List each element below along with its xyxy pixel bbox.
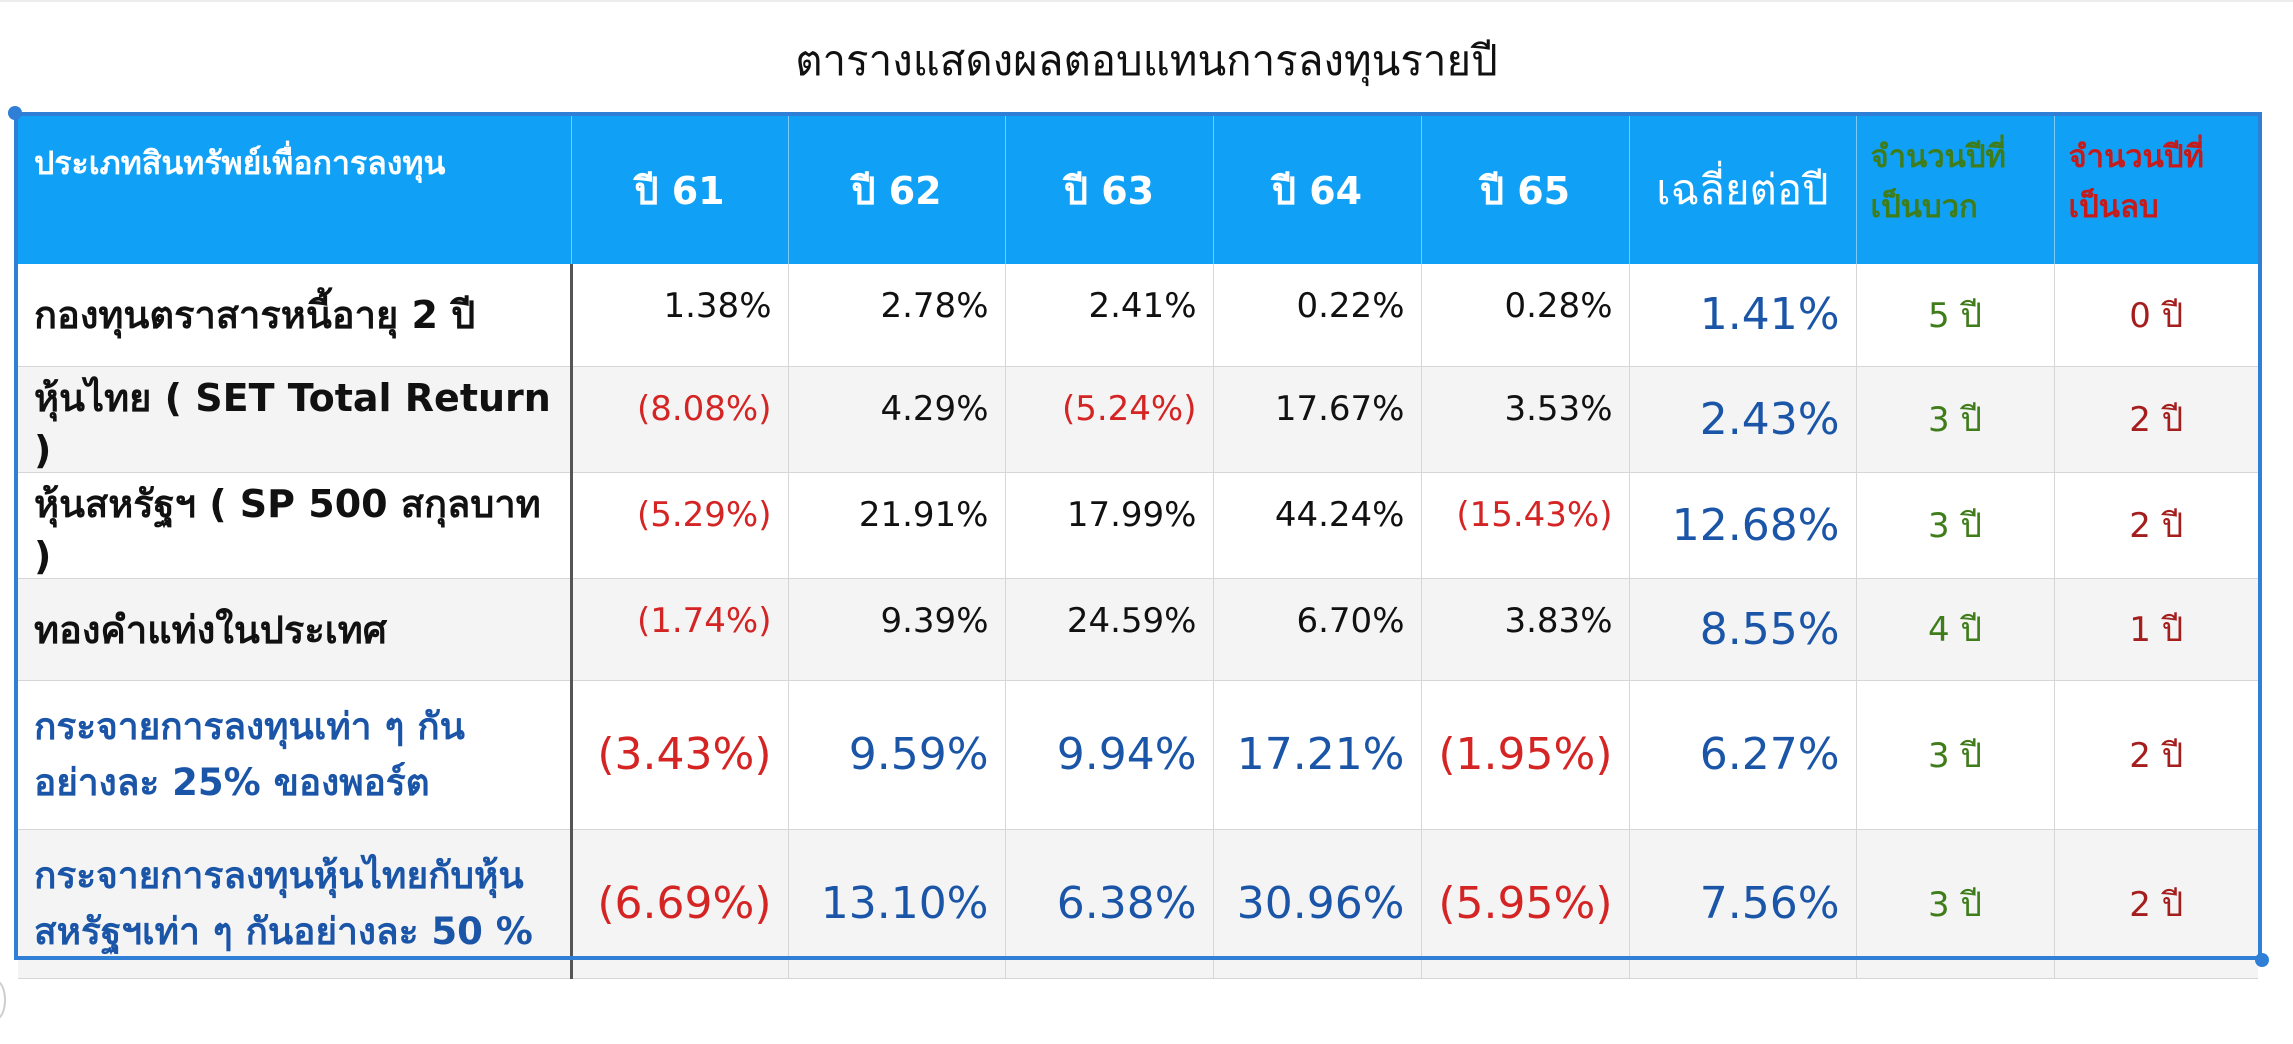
- year-return-cell: 30.96%: [1213, 829, 1422, 979]
- header-year-63: ปี 63: [1005, 116, 1214, 264]
- year-return-cell: (5.24%): [1005, 366, 1214, 473]
- header-negative-years-line2: เป็นลบ: [2068, 189, 2159, 225]
- average-return-cell: 8.55%: [1629, 578, 1857, 681]
- year-return-cell: 44.24%: [1213, 472, 1422, 579]
- positive-years-cell: 3 ปี: [1856, 366, 2055, 473]
- table-row: กระจายการลงทุนหุ้นไทยกับหุ้นสหรัฐฯเท่า ๆ…: [18, 829, 2258, 979]
- table-row: กระจายการลงทุนเท่า ๆ กันอย่างละ 25% ของพ…: [18, 680, 2258, 830]
- table-row: หุ้นไทย ( SET Total Return ) (8.08%) 4.29%…: [18, 366, 2258, 473]
- year-return-cell: (5.29%): [571, 472, 789, 579]
- year-return-cell: 2.41%: [1005, 264, 1214, 367]
- year-return-cell: (15.43%): [1421, 472, 1630, 579]
- year-return-cell: (1.74%): [571, 578, 789, 681]
- negative-years-cell: 1 ปี: [2054, 578, 2258, 681]
- year-return-cell: 9.39%: [788, 578, 1006, 681]
- asset-name-line: สหรัฐฯเท่า ๆ กันอย่างละ 50 %: [34, 909, 533, 953]
- negative-years-cell: 2 ปี: [2054, 366, 2258, 473]
- header-positive-years-line1: จำนวนปีที่: [1870, 139, 2006, 175]
- resize-handle-top-left[interactable]: [8, 106, 22, 120]
- header-year-65: ปี 65: [1421, 116, 1630, 264]
- average-return-cell: 7.56%: [1629, 829, 1857, 979]
- year-return-cell: 17.21%: [1213, 680, 1422, 830]
- negative-years-cell: 0 ปี: [2054, 264, 2258, 367]
- year-return-cell: 3.53%: [1421, 366, 1630, 473]
- negative-years-cell: 2 ปี: [2054, 829, 2258, 979]
- selection-frame: [14, 112, 2262, 960]
- year-return-cell: 17.67%: [1213, 366, 1422, 473]
- header-year-61: ปี 61: [571, 116, 789, 264]
- page-edge-marker: [0, 980, 6, 1020]
- year-return-cell: 6.38%: [1005, 829, 1214, 979]
- header-year-62: ปี 62: [788, 116, 1006, 264]
- header-row: ประเภทสินทรัพย์เพื่อการลงทุน ปี 61 ปี 62…: [18, 116, 2258, 264]
- asset-name-line: อย่างละ 25% ของพอร์ต: [34, 760, 430, 804]
- table-body: กองทุนตราสารหนี้อายุ 2 ปี 1.38% 2.78% 2.41%…: [18, 264, 2258, 979]
- asset-name-line: กองทุนตราสารหนี้อายุ 2 ปี: [34, 293, 476, 338]
- table-row: หุ้นสหรัฐฯ ( SP 500 สกุลบาท ) (5.29%) 21.9…: [18, 472, 2258, 579]
- year-return-cell: (5.95%): [1421, 829, 1630, 979]
- year-return-cell: (8.08%): [571, 366, 789, 473]
- year-return-cell: 4.29%: [788, 366, 1006, 473]
- top-divider: [0, 0, 2293, 2]
- resize-handle-bottom-right[interactable]: [2255, 953, 2269, 967]
- positive-years-cell: 3 ปี: [1856, 472, 2055, 579]
- year-return-cell: 24.59%: [1005, 578, 1214, 681]
- asset-name-cell: กระจายการลงทุนเท่า ๆ กันอย่างละ 25% ของพ…: [18, 680, 573, 830]
- table-row: กองทุนตราสารหนี้อายุ 2 ปี 1.38% 2.78% 2.41%…: [18, 264, 2258, 367]
- asset-name-cell: ทองคำแท่งในประเทศ: [18, 578, 573, 681]
- positive-years-cell: 5 ปี: [1856, 264, 2055, 367]
- header-average: เฉลี่ยต่อปี: [1629, 116, 1857, 264]
- negative-years-cell: 2 ปี: [2054, 472, 2258, 579]
- year-return-cell: 1.38%: [571, 264, 789, 367]
- asset-name-cell: กองทุนตราสารหนี้อายุ 2 ปี: [18, 264, 573, 367]
- year-return-cell: 9.59%: [788, 680, 1006, 830]
- header-negative-years: จำนวนปีที่ เป็นลบ: [2054, 116, 2258, 264]
- negative-years-cell: 2 ปี: [2054, 680, 2258, 830]
- average-return-cell: 6.27%: [1629, 680, 1857, 830]
- asset-name-cell: หุ้นไทย ( SET Total Return ): [18, 366, 573, 473]
- positive-years-cell: 3 ปี: [1856, 680, 2055, 830]
- year-return-cell: 21.91%: [788, 472, 1006, 579]
- average-return-cell: 12.68%: [1629, 472, 1857, 579]
- header-year-64: ปี 64: [1213, 116, 1422, 264]
- positive-years-cell: 4 ปี: [1856, 578, 2055, 681]
- year-return-cell: (1.95%): [1421, 680, 1630, 830]
- header-negative-years-line1: จำนวนปีที่: [2068, 139, 2204, 175]
- asset-name-line: กระจายการลงทุนเท่า ๆ กัน: [34, 704, 465, 748]
- year-return-cell: 17.99%: [1005, 472, 1214, 579]
- returns-table: ประเภทสินทรัพย์เพื่อการลงทุน ปี 61 ปี 62…: [18, 116, 2258, 979]
- header-positive-years-line2: เป็นบวก: [1870, 189, 1978, 225]
- asset-name-line: ทองคำแท่งในประเทศ: [34, 607, 387, 652]
- year-return-cell: 3.83%: [1421, 578, 1630, 681]
- table-row: ทองคำแท่งในประเทศ (1.74%) 9.39% 24.59% 6.70%…: [18, 578, 2258, 681]
- header-asset-type: ประเภทสินทรัพย์เพื่อการลงทุน: [18, 116, 572, 264]
- asset-name-line: หุ้นสหรัฐฯ ( SP 500 สกุลบาท ): [34, 481, 541, 578]
- year-return-cell: 2.78%: [788, 264, 1006, 367]
- year-return-cell: 9.94%: [1005, 680, 1214, 830]
- year-return-cell: (3.43%): [571, 680, 789, 830]
- asset-name-cell: กระจายการลงทุนหุ้นไทยกับหุ้นสหรัฐฯเท่า ๆ…: [18, 829, 573, 979]
- year-return-cell: 0.28%: [1421, 264, 1630, 367]
- year-return-cell: 13.10%: [788, 829, 1006, 979]
- average-return-cell: 1.41%: [1629, 264, 1857, 367]
- asset-name-cell: หุ้นสหรัฐฯ ( SP 500 สกุลบาท ): [18, 472, 573, 579]
- asset-name-line: หุ้นไทย ( SET Total Return ): [34, 375, 551, 472]
- page-title: ตารางแสดงผลตอบแทนการลงทุนรายปี: [795, 36, 1498, 85]
- year-return-cell: (6.69%): [571, 829, 789, 979]
- header-positive-years: จำนวนปีที่ เป็นบวก: [1856, 116, 2055, 264]
- positive-years-cell: 3 ปี: [1856, 829, 2055, 979]
- year-return-cell: 6.70%: [1213, 578, 1422, 681]
- year-return-cell: 0.22%: [1213, 264, 1422, 367]
- asset-name-line: กระจายการลงทุนหุ้นไทยกับหุ้น: [34, 853, 524, 897]
- average-return-cell: 2.43%: [1629, 366, 1857, 473]
